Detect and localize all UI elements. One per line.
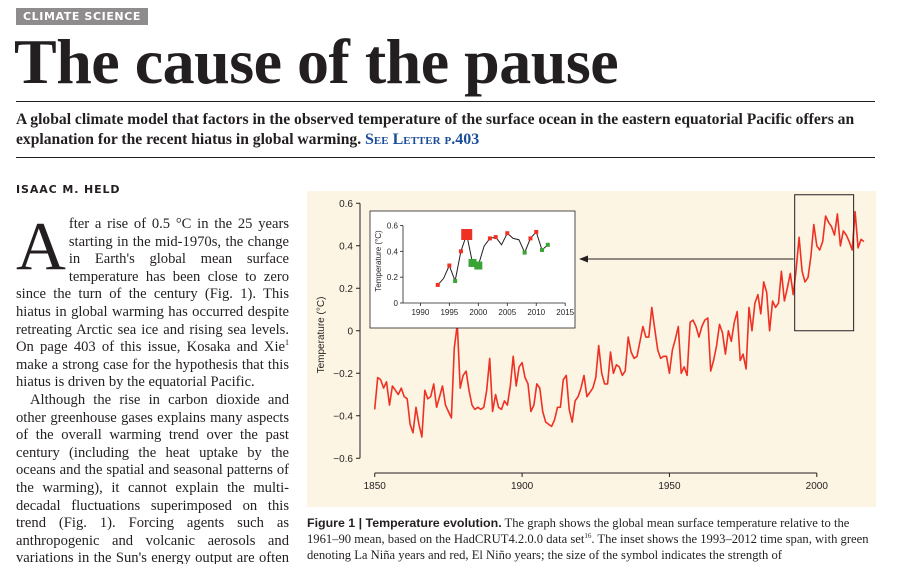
author-byline: ISAAC M. HELD: [16, 183, 121, 196]
y-tick-label: 0.2: [339, 284, 353, 295]
highlight-box: [794, 194, 855, 332]
inset-y-tick-label: 0.4: [387, 247, 399, 256]
el-nino-marker: [528, 236, 533, 241]
inset-x-tick-label: 1990: [411, 308, 429, 317]
standfirst-text: A global climate model that factors in t…: [16, 111, 855, 148]
body-paragraph-2: Although the rise in carbon dioxide and …: [16, 391, 289, 564]
standfirst: A global climate model that factors in t…: [16, 110, 878, 150]
temperature-chart: −0.6 −0.4 −0.2 0 0.2 0.4 0.6 1850 1900 1950 2000 Te…: [316, 194, 865, 492]
inset-x-tick-label: 2015: [556, 308, 574, 317]
el-nino-marker: [505, 231, 510, 236]
inset-y-axis-title: Temperature (°C): [374, 230, 383, 292]
figure-caption: Figure 1 | Temperature evolution. The gr…: [307, 515, 879, 563]
y-tick-label: 0.6: [339, 199, 353, 210]
see-letter-link[interactable]: See Letter p.403: [365, 131, 480, 148]
caption-text-a: The graph shows the global mean surface …: [307, 516, 850, 546]
title-rule: [16, 101, 875, 102]
inset-panel: [369, 210, 576, 329]
standfirst-rule: [16, 157, 875, 158]
inset-x-tick-label: 2000: [469, 308, 487, 317]
y-tick-label: −0.2: [333, 369, 353, 380]
y-tick-label: 0.4: [339, 241, 353, 252]
inset-y-tick-label: 0: [394, 299, 399, 308]
x-tick-label: 2000: [806, 481, 829, 492]
x-tick-label: 1900: [511, 481, 534, 492]
el-nino-marker: [458, 249, 463, 254]
section-tag: CLIMATE SCIENCE: [16, 8, 149, 25]
inset-y-tick-label: 0.6: [387, 221, 399, 230]
x-tick-label: 1850: [364, 481, 387, 492]
caption-label: Figure 1 | Temperature evolution.: [307, 516, 502, 530]
la-nina-marker: [540, 248, 545, 253]
el-nino-marker: [435, 282, 440, 287]
el-nino-marker: [461, 229, 473, 241]
reference-1[interactable]: 1: [285, 338, 289, 348]
el-nino-marker: [447, 263, 452, 268]
la-nina-marker: [474, 261, 483, 270]
la-nina-marker: [522, 250, 527, 255]
inset-arrow-head: [579, 255, 588, 263]
inset-x-tick-label: 1995: [440, 308, 458, 317]
la-nina-marker: [453, 279, 458, 284]
el-nino-marker: [493, 235, 498, 240]
inset-x-tick-label: 2005: [498, 308, 516, 317]
el-nino-marker: [487, 236, 492, 241]
drop-cap: A: [16, 216, 66, 284]
y-tick-label: −0.4: [333, 411, 353, 422]
la-nina-marker: [468, 258, 477, 267]
body-p1-lead: fter a rise of 0.5 °C in the 25 years st…: [16, 216, 289, 356]
y-tick-label: 0: [347, 326, 353, 337]
y-tick-label: −0.6: [333, 454, 353, 465]
figure-1: −0.6 −0.4 −0.2 0 0.2 0.4 0.6 1850 1900 1950 2000 Te…: [307, 191, 876, 507]
el-nino-marker: [534, 229, 539, 234]
caption-text-b: . The inset shows the 1993–2012 time spa…: [307, 532, 869, 562]
inset-series-line: [437, 230, 549, 286]
page-title: The cause of the pause: [14, 26, 619, 97]
temperature-series-line: [373, 210, 865, 438]
la-nina-marker: [545, 242, 550, 247]
x-tick-label: 1950: [658, 481, 681, 492]
inset-x-tick-label: 2010: [527, 308, 545, 317]
y-axis-title: Temperature (°C): [316, 297, 327, 374]
reference-16[interactable]: 16: [584, 531, 592, 540]
body-p1-tail: make a strong case for the hypothesis th…: [16, 356, 289, 391]
inset-y-tick-label: 0.2: [387, 273, 399, 282]
